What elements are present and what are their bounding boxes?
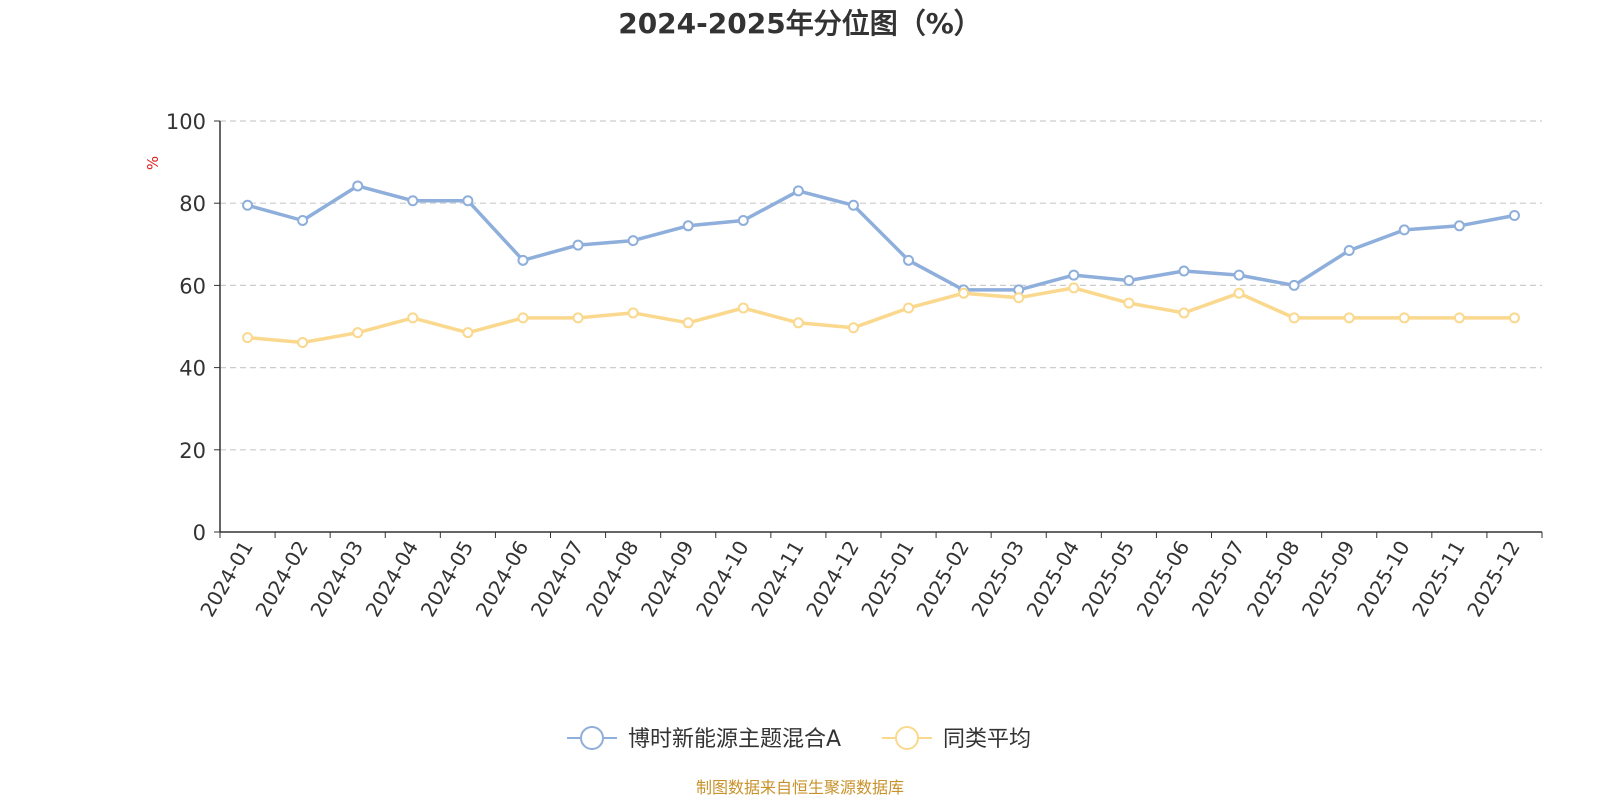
series-line xyxy=(247,286,1515,345)
data-point[interactable] xyxy=(242,332,254,344)
x-tick-label: 2025-10 xyxy=(1352,537,1415,621)
data-point[interactable] xyxy=(737,302,749,314)
x-tick-label: 2024-09 xyxy=(636,537,699,621)
data-point[interactable] xyxy=(242,199,254,211)
data-point[interactable] xyxy=(1288,312,1300,324)
data-point[interactable] xyxy=(903,254,915,266)
data-point[interactable] xyxy=(1178,307,1190,319)
x-tick-label: 2024-01 xyxy=(195,537,258,621)
x-tick-label: 2025-09 xyxy=(1297,537,1360,621)
y-tick-label: 40 xyxy=(179,357,206,381)
data-point[interactable] xyxy=(407,312,419,324)
data-point[interactable] xyxy=(1453,220,1465,232)
data-point[interactable] xyxy=(1508,312,1520,324)
data-point[interactable] xyxy=(1233,269,1245,281)
data-point[interactable] xyxy=(958,287,970,299)
data-point[interactable] xyxy=(792,317,804,329)
y-axis-unit: % xyxy=(144,156,162,170)
legend-item[interactable]: 博时新能源主题混合A xyxy=(567,726,841,752)
y-tick-label: 20 xyxy=(179,439,206,463)
x-tick-label: 2024-02 xyxy=(250,537,313,621)
data-point[interactable] xyxy=(1068,269,1080,281)
data-point[interactable] xyxy=(737,214,749,226)
data-point[interactable] xyxy=(517,254,529,266)
data-point[interactable] xyxy=(1508,210,1520,222)
gridlines xyxy=(220,120,1542,451)
x-tick-label: 2024-12 xyxy=(801,537,864,621)
x-tick-label: 2025-04 xyxy=(1022,537,1085,621)
x-tick-label: 2025-12 xyxy=(1462,537,1525,621)
source-note: 制图数据来自恒生聚源数据库 xyxy=(696,778,904,797)
data-point[interactable] xyxy=(572,239,584,251)
data-point[interactable] xyxy=(1123,274,1135,286)
data-point[interactable] xyxy=(847,199,859,211)
data-point[interactable] xyxy=(1398,224,1410,236)
data-point[interactable] xyxy=(462,195,474,207)
data-point[interactable] xyxy=(1398,312,1410,324)
axes: 0 20 40 60 80 100 2024-012024-022024-032024-04… xyxy=(166,110,1543,621)
x-tick-label: 2024-11 xyxy=(746,537,809,621)
x-tick-label: 2025-11 xyxy=(1407,537,1470,621)
x-tick-label: 2025-06 xyxy=(1132,537,1195,621)
y-tick-label: 100 xyxy=(166,110,206,134)
x-tick-label: 2025-07 xyxy=(1187,537,1250,621)
data-point[interactable] xyxy=(1453,312,1465,324)
x-tick-label: 2025-08 xyxy=(1242,537,1305,621)
data-point[interactable] xyxy=(627,307,639,319)
data-point[interactable] xyxy=(682,220,694,232)
data-point[interactable] xyxy=(572,312,584,324)
series-lines xyxy=(242,180,1520,349)
data-point[interactable] xyxy=(297,337,309,349)
x-tick-label: 2024-08 xyxy=(581,537,644,621)
data-point[interactable] xyxy=(1343,244,1355,256)
data-point[interactable] xyxy=(903,302,915,314)
legend-marker xyxy=(895,726,919,750)
x-tick-label: 2024-10 xyxy=(691,537,754,621)
x-tick-label: 2024-04 xyxy=(361,537,424,621)
data-point[interactable] xyxy=(352,180,364,192)
legend-item[interactable]: 同类平均 xyxy=(882,726,1031,752)
data-point[interactable] xyxy=(407,195,419,207)
legend-label: 同类平均 xyxy=(943,727,1031,752)
data-point[interactable] xyxy=(1343,312,1355,324)
data-point[interactable] xyxy=(847,322,859,334)
x-tick-label: 2025-05 xyxy=(1077,537,1140,621)
data-point[interactable] xyxy=(1178,265,1190,277)
x-tick-label: 2025-03 xyxy=(966,537,1029,621)
data-point[interactable] xyxy=(1123,297,1135,309)
y-tick-label: 0 xyxy=(193,521,206,545)
legend-label: 博时新能源主题混合A xyxy=(628,727,841,752)
data-point[interactable] xyxy=(1288,279,1300,291)
chart-title: 2024-2025年分位图（%） xyxy=(618,7,982,40)
data-point[interactable] xyxy=(792,185,804,197)
x-tick-label: 2024-03 xyxy=(305,537,368,621)
x-tick-label: 2025-02 xyxy=(911,537,974,621)
data-point[interactable] xyxy=(1013,292,1025,304)
legend[interactable]: 博时新能源主题混合A 同类平均 xyxy=(567,726,1031,752)
data-point[interactable] xyxy=(1068,282,1080,294)
data-point[interactable] xyxy=(352,327,364,339)
data-point[interactable] xyxy=(517,312,529,324)
series-line xyxy=(247,184,1515,292)
y-tick-label: 60 xyxy=(179,274,206,298)
data-point[interactable] xyxy=(462,327,474,339)
legend-marker xyxy=(580,726,604,750)
data-point[interactable] xyxy=(1233,287,1245,299)
y-tick-label: 80 xyxy=(179,192,206,216)
x-tick-label: 2024-06 xyxy=(471,537,534,621)
x-tick-label: 2024-07 xyxy=(526,537,589,621)
data-point[interactable] xyxy=(627,235,639,247)
data-point[interactable] xyxy=(297,214,309,226)
x-tick-label: 2024-05 xyxy=(416,537,479,621)
data-point[interactable] xyxy=(682,317,694,329)
x-tick-label: 2025-01 xyxy=(856,537,919,621)
